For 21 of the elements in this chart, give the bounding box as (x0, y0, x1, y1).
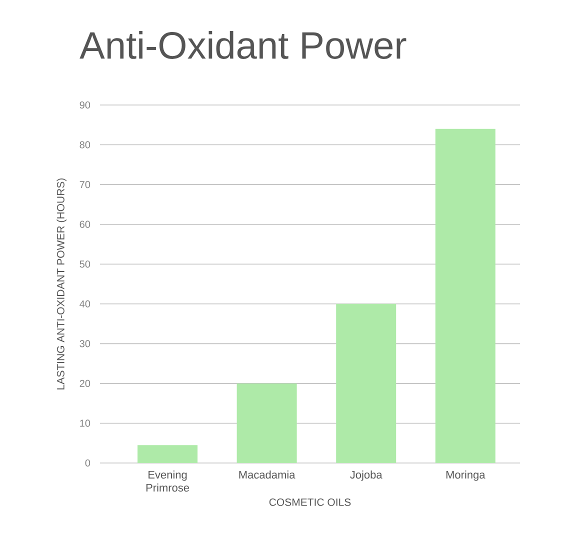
y-tick-label: 50 (80, 260, 90, 268)
bar (336, 304, 396, 463)
x-tick-label: Jojoba (350, 470, 382, 481)
y-tick-label: 20 (80, 380, 90, 387)
x-axis-title: COSMETIC OILS (269, 498, 351, 506)
x-tick-label: Evening Primrose (146, 470, 190, 492)
bar (236, 383, 297, 463)
y-tick-label: 90 (80, 101, 90, 109)
y-tick-label: 80 (80, 141, 90, 148)
x-tick-label: Moringa (446, 470, 486, 481)
chart-title: Anti-Oxidant Power (80, 31, 406, 59)
x-tick-label: Macadamia (239, 470, 296, 479)
bar (435, 128, 496, 463)
y-tick-label: 0 (85, 459, 90, 467)
y-tick-label: 60 (80, 220, 90, 228)
y-tick-label: 70 (80, 181, 90, 188)
bar (138, 445, 198, 463)
y-tick-label: 10 (80, 420, 90, 427)
y-tick-label: 40 (80, 300, 90, 308)
y-tick-label: 30 (80, 340, 90, 348)
y-axis-title: LASTING ANTI-OXIDANT POWER (HOURS) (56, 178, 66, 390)
